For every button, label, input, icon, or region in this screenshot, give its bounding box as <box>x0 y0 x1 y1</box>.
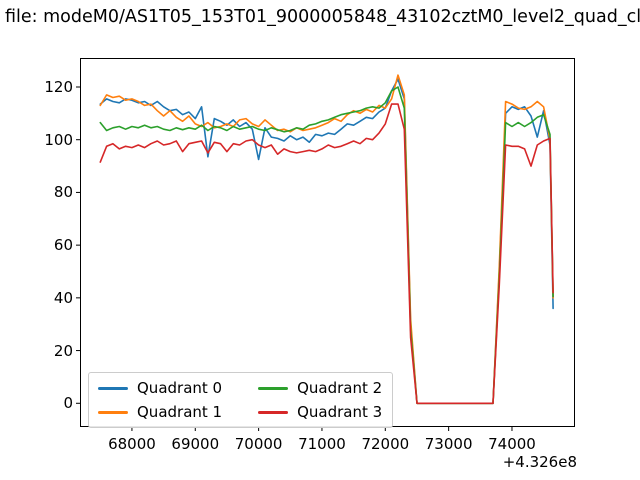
legend-entry-quadrant-3: Quadrant 3 <box>258 403 382 421</box>
y-tick-label: 120 <box>44 77 73 96</box>
legend: Quadrant 0 Quadrant 2 Quadrant 1 Quadran… <box>88 372 394 428</box>
legend-entry-quadrant-0: Quadrant 0 <box>98 379 222 397</box>
x-tick-label: 72000 <box>361 435 410 453</box>
x-tick-label: 70000 <box>234 435 283 453</box>
x-tick-label: 69000 <box>171 435 220 453</box>
legend-line-sample-icon <box>98 386 128 390</box>
x-tick-label: 74000 <box>488 435 536 453</box>
y-tick-label: 20 <box>53 341 73 360</box>
legend-label: Quadrant 2 <box>297 379 383 397</box>
y-tick-label: 80 <box>53 183 73 202</box>
y-tick-label: 100 <box>44 130 73 149</box>
legend-line-sample-icon <box>258 410 289 414</box>
x-tick-label: 73000 <box>424 435 473 453</box>
legend-line-sample-icon <box>98 410 128 414</box>
y-tick-label: 60 <box>53 236 73 255</box>
y-tick-label: 40 <box>53 288 73 307</box>
x-tick-label: 68000 <box>108 435 156 453</box>
series-line-quadrant-3 <box>99 103 554 405</box>
legend-entry-quadrant-1: Quadrant 1 <box>98 403 222 421</box>
series-line-quadrant-0 <box>99 78 554 405</box>
y-tick-label: 0 <box>63 394 73 413</box>
legend-label: Quadrant 1 <box>137 403 223 421</box>
x-tick-label: 71000 <box>298 435 346 453</box>
legend-label: Quadrant 3 <box>297 403 383 421</box>
legend-label: Quadrant 0 <box>137 379 223 397</box>
legend-entry-quadrant-2: Quadrant 2 <box>258 379 382 397</box>
series-line-quadrant-1 <box>99 74 554 405</box>
x-axis-offset-label: +4.326e8 <box>502 453 577 471</box>
legend-line-sample-icon <box>258 386 289 390</box>
chart-title: file: modeM0/AS1T05_153T01_9000005848_43… <box>5 7 640 27</box>
